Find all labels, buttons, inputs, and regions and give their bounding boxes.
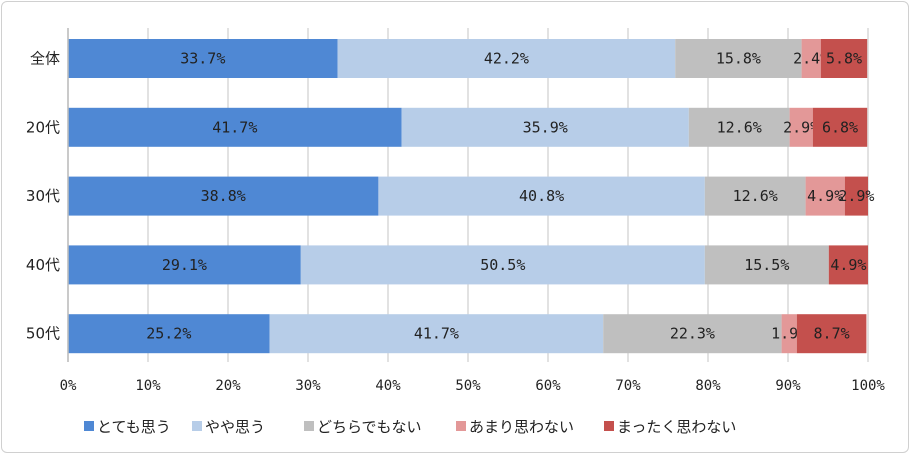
data-label: 38.8% (201, 187, 246, 205)
category-label: 50代 (26, 325, 60, 343)
bar-segment (812, 107, 868, 147)
bar-segment (68, 245, 301, 285)
bar-segment (820, 39, 868, 78)
legend-label: まったく思わない (617, 418, 736, 436)
bar-segment (269, 314, 604, 354)
data-label: 15.5% (744, 256, 789, 274)
bar-segment (781, 314, 797, 354)
bar-segment (68, 314, 270, 354)
data-label: 5.8% (826, 50, 862, 68)
bar-segment (603, 314, 782, 354)
x-tick-label: 20% (215, 378, 241, 394)
data-label: 2.9% (783, 118, 819, 136)
x-tick-label: 100% (851, 378, 885, 394)
bar-segment (828, 245, 868, 285)
data-label: 2.9% (838, 187, 874, 205)
bar-segment (300, 245, 705, 285)
legend-swatch (84, 421, 94, 431)
bar-segment (68, 107, 402, 147)
data-label: 35.9% (523, 118, 568, 136)
data-label: 8.7% (814, 325, 850, 343)
category-label: 20代 (26, 118, 60, 136)
data-label: 12.6% (733, 187, 778, 205)
x-tick-label: 10% (135, 378, 161, 394)
data-label: 4.9% (830, 256, 866, 274)
category-label: 全体 (30, 50, 60, 68)
bar-segment (68, 176, 379, 216)
category-label: 40代 (26, 256, 60, 274)
data-label: 22.3% (670, 325, 715, 343)
data-label: 12.6% (717, 118, 762, 136)
legend-label: あまり思わない (469, 418, 574, 436)
bar-segment (796, 314, 867, 354)
x-tick-label: 80% (695, 378, 721, 394)
bar-segment (68, 39, 338, 78)
bar-segment (675, 39, 802, 78)
legend-label: とても思う (97, 418, 171, 436)
legend-swatch (456, 421, 466, 431)
data-label: 41.7% (212, 118, 257, 136)
x-tick-label: 40% (375, 378, 401, 394)
legend-label: やや思う (205, 418, 265, 436)
bar-segment (844, 176, 868, 216)
x-tick-label: 70% (615, 378, 641, 394)
data-label: 41.7% (414, 325, 459, 343)
data-label: 4.9% (807, 187, 843, 205)
data-label: 40.8% (519, 187, 564, 205)
legend-label: どちらでもない (317, 418, 422, 436)
bar-segment (805, 176, 845, 216)
x-tick-label: 90% (775, 378, 801, 394)
bar-segment (704, 245, 829, 285)
data-label: 25.2% (146, 325, 191, 343)
x-tick-label: 0% (60, 378, 77, 394)
x-tick-label: 30% (295, 378, 321, 394)
data-label: 6.8% (822, 118, 858, 136)
category-label: 30代 (26, 187, 60, 205)
bar-segment (378, 176, 705, 216)
bar-segment (704, 176, 806, 216)
data-label: 15.8% (716, 50, 761, 68)
data-label: 50.5% (480, 256, 525, 274)
legend-swatch (304, 421, 314, 431)
bar-segment (688, 107, 790, 147)
legend-swatch (192, 421, 202, 431)
bar-segment (401, 107, 689, 147)
bar-segment (337, 39, 676, 78)
data-label: 2.4% (793, 50, 829, 68)
x-tick-label: 60% (535, 378, 561, 394)
bar-segment (801, 39, 821, 78)
data-label: 33.7% (180, 50, 225, 68)
x-tick-label: 50% (455, 378, 481, 394)
bar-segment (789, 107, 813, 147)
data-label: 42.2% (484, 50, 529, 68)
legend-swatch (604, 421, 614, 431)
data-label: 29.1% (162, 256, 207, 274)
